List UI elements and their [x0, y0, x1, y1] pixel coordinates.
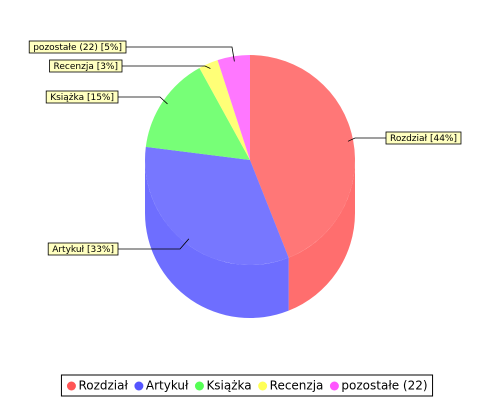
- slice: [145, 146, 289, 318]
- slice: [145, 67, 250, 160]
- legend-marker: [194, 381, 204, 391]
- slice-top: [145, 146, 289, 265]
- legend-label: Artykuł: [146, 379, 189, 393]
- data-label: Artykuł [33%]: [52, 245, 114, 255]
- legend-label: Książka: [206, 379, 251, 393]
- data-label: pozostałe (22) [5%]: [33, 43, 122, 53]
- leader-line: [118, 238, 190, 250]
- slice-top: [217, 55, 250, 160]
- data-label: Recenzja [3%]: [54, 62, 118, 72]
- legend-box: [60, 374, 434, 397]
- label-box: [28, 40, 127, 54]
- slice: [250, 55, 356, 311]
- slice-top: [250, 55, 356, 258]
- slice-side: [145, 160, 289, 318]
- legend-marker: [329, 381, 339, 391]
- slice-top: [145, 67, 250, 160]
- data-label: Książka [15%]: [50, 93, 114, 103]
- label-box: [385, 131, 462, 145]
- leader-line: [126, 46, 235, 62]
- leader-line: [122, 65, 211, 69]
- data-label: Rozdział [44%]: [390, 134, 457, 144]
- slice: [199, 60, 250, 160]
- slice-side: [288, 160, 355, 311]
- legend-marker: [66, 381, 76, 391]
- legend-label: Rozdział: [78, 379, 128, 393]
- legend-marker: [134, 381, 144, 391]
- legend-label: Recenzja: [270, 379, 324, 393]
- label-box: [45, 90, 119, 104]
- label-box: [49, 59, 123, 73]
- leader-line: [118, 96, 168, 105]
- label-box: [47, 242, 119, 256]
- legend-label: pozostałe (22): [341, 379, 427, 393]
- legend-marker: [258, 381, 268, 391]
- slice: [217, 55, 250, 160]
- slice-top: [199, 60, 250, 160]
- leader-line: [347, 137, 386, 142]
